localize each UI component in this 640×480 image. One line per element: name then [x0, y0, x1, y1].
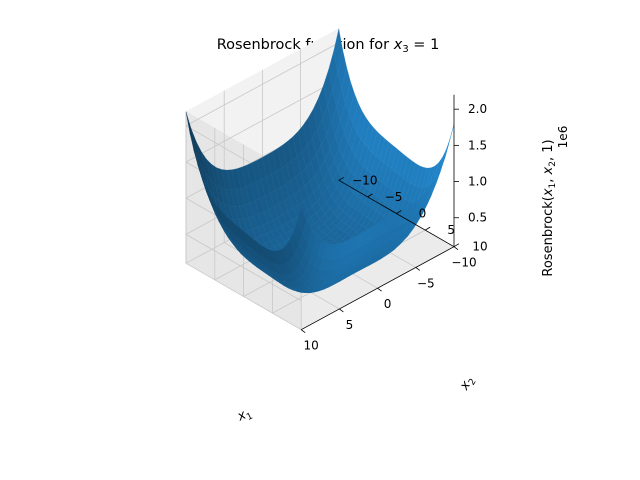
y-tick-label: 5	[447, 223, 455, 237]
y-tick-mark	[424, 226, 431, 231]
y-tick-mark	[453, 243, 460, 248]
chart-title: Rosenbrock function for x3 = 1	[217, 37, 440, 55]
x-tick-mark	[339, 308, 344, 313]
z-tick-label: 0.5	[468, 211, 487, 225]
y-tick-label: −5	[385, 190, 403, 204]
grid-z-left	[185, 42, 339, 127]
x-axis-label: x1	[234, 405, 254, 427]
x-tick-mark	[377, 287, 382, 292]
y-tick-mark	[367, 193, 373, 198]
y-tick-label: −10	[352, 173, 377, 187]
x-tick-label: 10	[304, 339, 319, 353]
x-tick-mark	[300, 329, 306, 334]
z-axis-label: Rosenbrock(x1, x2, 1)	[541, 139, 558, 276]
z-offset-text: 1e6	[556, 126, 570, 149]
z-tick-label: 1.0	[468, 175, 487, 189]
y-tick-mark	[338, 176, 345, 181]
z-tick-label: 1.5	[468, 138, 487, 152]
y-tick-mark	[396, 210, 402, 214]
x-tick-label: −5	[417, 276, 435, 290]
x-tick-label: 5	[346, 318, 354, 332]
x-tick-label: −10	[451, 256, 476, 270]
axes: −10 −5 0 5 10 −10 −5 0 5 10 0.5 1.0 1.5 2.0	[300, 94, 488, 353]
surface-facet	[444, 124, 455, 158]
z-tick-label: 2.0	[468, 102, 487, 116]
x-tick-mark	[415, 267, 421, 271]
surface	[185, 28, 455, 293]
grid-z-left	[185, 78, 339, 163]
x-tick-label: 0	[384, 297, 392, 311]
grid-z-right	[185, 234, 302, 302]
y-tick-label: 10	[472, 240, 487, 254]
y-axis-label: x2	[457, 373, 479, 394]
y-tick-label: 0	[419, 207, 427, 221]
x-tick-mark	[453, 246, 459, 251]
